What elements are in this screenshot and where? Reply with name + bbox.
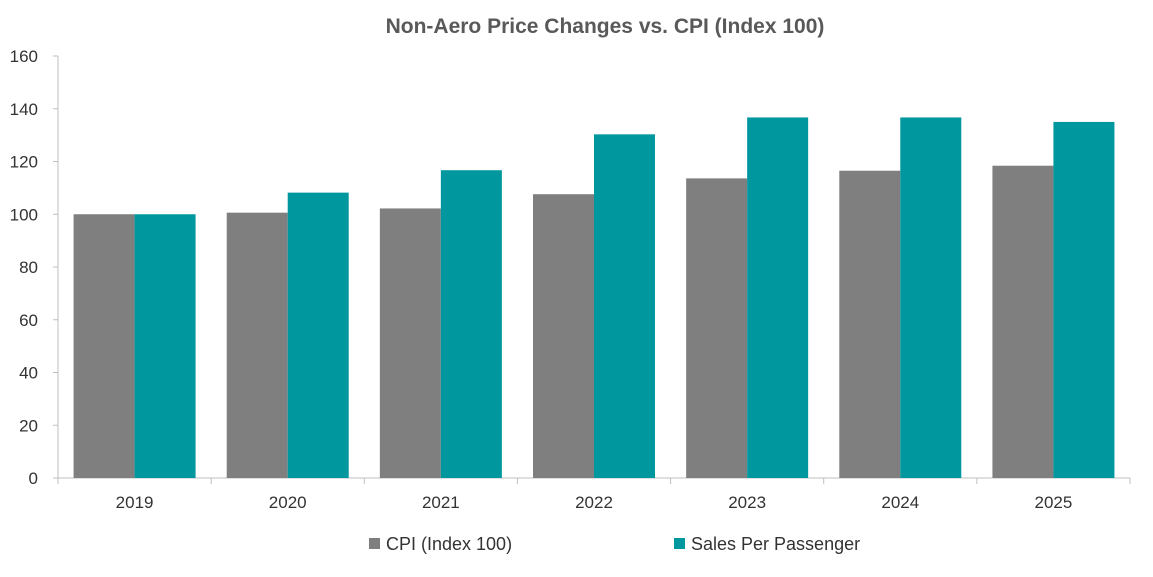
legend-swatch	[369, 538, 380, 549]
x-tick-label: 2022	[575, 493, 613, 512]
legend: CPI (Index 100) Sales Per Passenger	[369, 534, 860, 554]
x-axis: 2019 2020 2021 2022 2023 2024 2025	[57, 477, 1131, 512]
y-axis: 0 20 40 60 80 100 120 140 160	[10, 47, 59, 488]
bar-series-2-bar	[594, 134, 655, 479]
bar-series-1-bar	[533, 194, 594, 478]
bar-series-1-bar	[73, 214, 135, 478]
bar-series-2-bar	[287, 192, 349, 478]
bar-series-2-bar	[1053, 121, 1115, 478]
bar-series-1-bar	[686, 178, 748, 478]
y-tick-label: 80	[19, 258, 38, 277]
legend-item: CPI (Index 100)	[369, 534, 512, 554]
bar-series-2-bar	[747, 117, 809, 479]
bar-series-1-bar	[992, 165, 1054, 478]
bar-series-2-bar	[900, 117, 962, 479]
x-tick-label: 2019	[116, 493, 154, 512]
y-tick-label: 60	[19, 311, 38, 330]
x-tick-label: 2025	[1035, 493, 1073, 512]
y-tick-label: 0	[29, 469, 38, 488]
bar-series-2-bar	[134, 214, 196, 478]
x-tick-label: 2020	[269, 493, 307, 512]
legend-label: Sales Per Passenger	[691, 534, 860, 554]
y-tick-label: 140	[10, 100, 38, 119]
y-tick-label: 40	[19, 364, 38, 383]
x-tick-label: 2021	[422, 493, 460, 512]
legend-label: CPI (Index 100)	[386, 534, 512, 554]
y-tick-label: 100	[10, 205, 38, 224]
x-tick-label: 2023	[728, 493, 766, 512]
legend-swatch	[674, 538, 685, 549]
x-tick-label: 2024	[881, 493, 919, 512]
bar-series-1-bar	[379, 208, 441, 478]
legend-item: Sales Per Passenger	[674, 534, 860, 554]
bars	[73, 117, 1115, 479]
bar-series-1-bar	[839, 170, 901, 478]
chart-title: Non-Aero Price Changes vs. CPI (Index 10…	[386, 15, 825, 38]
y-tick-label: 160	[10, 47, 38, 66]
bar-series-2-bar	[440, 170, 502, 479]
bar-series-1-bar	[226, 212, 288, 479]
y-tick-label: 120	[10, 153, 38, 172]
y-tick-label: 20	[19, 416, 38, 435]
